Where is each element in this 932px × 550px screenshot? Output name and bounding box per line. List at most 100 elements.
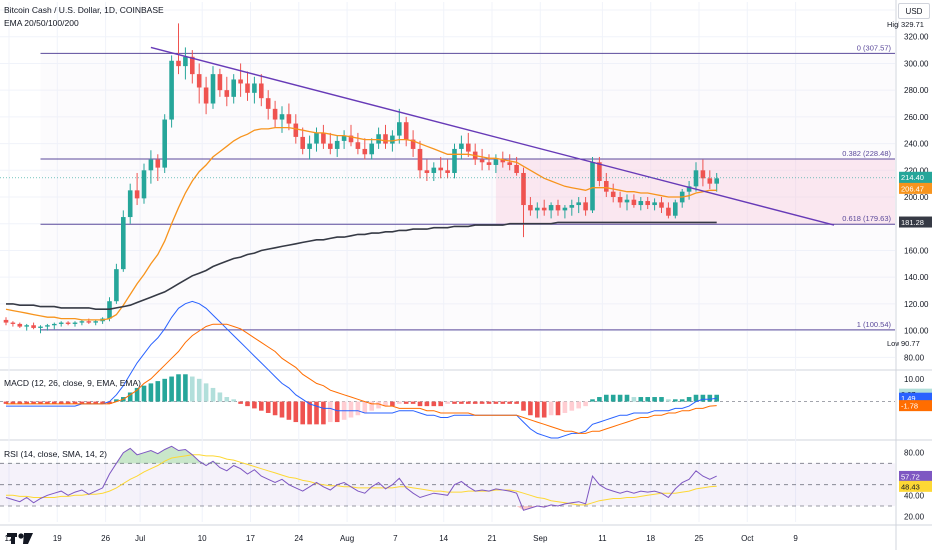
- candle-body: [438, 167, 443, 171]
- macd-histogram-bar: [155, 381, 161, 402]
- macd-histogram-bar: [666, 399, 671, 402]
- candle-body: [700, 170, 706, 179]
- candle-body: [445, 170, 450, 173]
- candle-body: [714, 178, 719, 184]
- candle-body: [466, 143, 471, 152]
- macd-histogram-bar: [286, 401, 292, 420]
- macd-histogram-bar: [252, 401, 257, 409]
- y-tick-label: 220.00: [904, 166, 929, 175]
- macd-histogram-bar: [673, 399, 678, 402]
- candle-body: [348, 135, 354, 143]
- candle-body: [328, 143, 333, 149]
- macd-histogram-bar: [183, 374, 188, 402]
- chart-title: Bitcoin Cash / U.S. Dollar, 1D, COINBASE: [4, 5, 164, 15]
- macd-histogram-bar: [624, 394, 630, 402]
- candle-body: [590, 162, 595, 211]
- macd-histogram-bar: [321, 401, 326, 425]
- last-price-value: 214.40: [901, 173, 924, 182]
- y-tick-label: 200.00: [904, 193, 929, 202]
- macd-histogram-bar: [114, 399, 119, 402]
- macd-histogram-bar: [638, 397, 644, 402]
- macd-histogram-bar: [479, 401, 485, 404]
- macd-histogram-bar: [376, 401, 381, 409]
- candle-body: [555, 205, 561, 211]
- ema-200-value-tag: 181.28: [901, 218, 924, 227]
- ema-indicator-label[interactable]: EMA 20/50/100/200: [4, 18, 79, 28]
- candle-body: [624, 199, 630, 203]
- candle-body: [707, 178, 713, 184]
- macd-histogram-bar: [72, 401, 78, 404]
- macd-histogram-bar: [604, 394, 609, 402]
- rsi-layer: [0, 445, 895, 511]
- macd-line: [6, 300, 717, 439]
- rsi-value-tag-bg: [899, 470, 932, 482]
- rsi-ma-value-tag: 48.43: [901, 482, 920, 491]
- macd-histogram-bar: [390, 401, 395, 407]
- macd-histogram-bar: [424, 401, 430, 407]
- candle-body: [610, 191, 616, 198]
- fibonacci-level-label: 0.382 (228.48): [842, 149, 891, 158]
- macd-histogram-bar: [541, 401, 547, 418]
- high-value-tag: 329.71: [901, 20, 924, 29]
- candle-body: [3, 319, 9, 323]
- macd-histogram-bar: [17, 401, 23, 404]
- tradingview-logo-icon: [7, 533, 33, 544]
- macd-histogram-bar: [272, 401, 278, 416]
- candle-body: [45, 325, 50, 327]
- macd-histogram-bar: [3, 401, 9, 404]
- background-layer: [0, 369, 932, 526]
- macd-histogram-bar: [38, 401, 43, 404]
- macd-histogram-bar: [279, 401, 285, 418]
- candle-body: [307, 143, 312, 149]
- candle-body: [541, 207, 547, 211]
- candle-body: [617, 197, 623, 203]
- macd-histogram-bar: [169, 376, 174, 402]
- macd-histogram-bar: [328, 401, 333, 423]
- macd-histogram-bar: [314, 401, 319, 425]
- candle-body: [38, 326, 43, 328]
- x-tick-label: Jul: [135, 534, 145, 543]
- candle-body: [176, 60, 181, 67]
- macd-histogram-bar: [107, 401, 112, 404]
- rsi-overbought-fill: [6, 446, 717, 464]
- low-value-tag: 90.77: [901, 339, 920, 348]
- trendline-layer[interactable]: [150, 46, 835, 226]
- macd-indicator-label[interactable]: MACD (12, 26, close, 9, EMA, EMA): [4, 378, 141, 388]
- macd-histogram-bar: [293, 401, 299, 423]
- candle-body: [521, 172, 526, 206]
- rsi-line: [5, 445, 717, 511]
- macd-histogram-bar: [134, 387, 140, 402]
- candle-body: [224, 90, 230, 97]
- candle-body: [355, 142, 361, 149]
- macd-histogram-bar: [679, 399, 685, 402]
- rsi-oversold-fill: [6, 506, 717, 511]
- candle-body: [341, 135, 347, 141]
- macd-histogram-bar: [265, 401, 271, 413]
- candle-body: [65, 322, 71, 324]
- y-tick-label: 160.00: [904, 246, 929, 255]
- ema-20-value-tag-bg: [899, 182, 932, 194]
- macd-histogram-bar: [203, 383, 209, 402]
- macd-histogram-bar: [590, 399, 595, 402]
- currency-button[interactable]: USD: [898, 3, 930, 19]
- candle-body: [514, 164, 519, 173]
- rsi-indicator-label[interactable]: RSI (14, close, SMA, 14, 2): [4, 449, 107, 459]
- y-tick-label: 240.00: [904, 140, 929, 149]
- macd-histogram-bar: [438, 401, 443, 407]
- macd-histogram-bar: [472, 401, 478, 404]
- y-tick-label: 80.00: [904, 353, 925, 362]
- macd-signal-line: [6, 323, 717, 434]
- candle-body: [528, 205, 533, 211]
- high-value-tag-bg: [899, 18, 932, 30]
- macd-y-tick-label: 10.00: [904, 375, 925, 384]
- y-tick-label: 300.00: [904, 59, 929, 68]
- candle-body: [31, 325, 36, 328]
- macd-histogram-bar: [548, 401, 554, 416]
- candle-body: [196, 74, 202, 88]
- fibonacci-layer[interactable]: 0 (307.57) 0.382 (228.48) 0.618 (179.63) 1 …: [40, 43, 896, 331]
- candle-body: [334, 140, 340, 149]
- price-tags-layer: High329.71Low90.77214.4014:59:26206.4718…: [0, 18, 932, 492]
- macd-histogram-bar: [210, 387, 216, 402]
- ema-20-value-tag: 206.47: [901, 184, 924, 193]
